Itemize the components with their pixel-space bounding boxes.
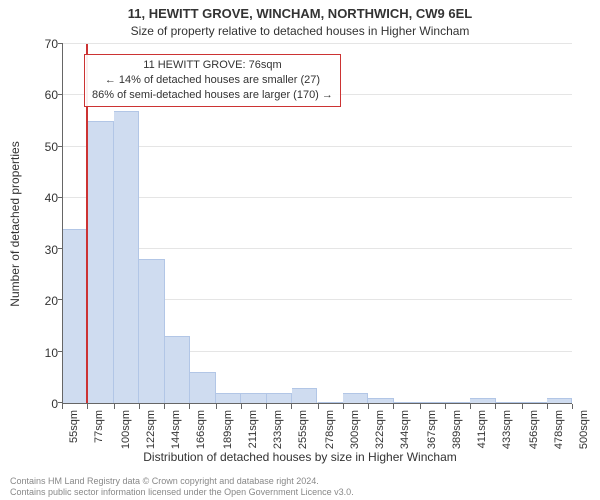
annotation-box: 11 HEWITT GROVE: 76sqm ← 14% of detached… — [84, 54, 341, 107]
x-tick-mark — [216, 404, 217, 409]
footer-line-2: Contains public sector information licen… — [10, 487, 354, 498]
y-tick-label: 10 — [28, 346, 58, 360]
histogram-bar — [190, 372, 215, 403]
annotation-line-1: 11 HEWITT GROVE: 76sqm — [92, 58, 333, 73]
x-tick-mark — [87, 404, 88, 409]
chart-title: 11, HEWITT GROVE, WINCHAM, NORTHWICH, CW… — [0, 6, 600, 21]
x-tick-mark — [343, 404, 344, 409]
x-tick-mark — [393, 404, 394, 409]
annotation-line-2: ← 14% of detached houses are smaller (27… — [92, 73, 333, 88]
y-axis-label: Number of detached properties — [8, 141, 22, 306]
histogram-bar — [216, 393, 241, 403]
histogram-bar — [292, 388, 317, 403]
x-tick-mark — [164, 404, 165, 409]
histogram-bar — [139, 259, 164, 403]
x-tick-mark — [291, 404, 292, 409]
x-tick-mark — [114, 404, 115, 409]
histogram-bar — [547, 398, 572, 403]
histogram-bar — [419, 402, 444, 403]
x-tick-mark — [189, 404, 190, 409]
x-tick-mark — [139, 404, 140, 409]
y-tick-label: 30 — [28, 243, 58, 257]
x-tick-mark — [572, 404, 573, 409]
x-tick-mark — [420, 404, 421, 409]
y-tick-label: 0 — [28, 397, 58, 411]
histogram-bar — [470, 398, 495, 403]
histogram-bar — [521, 402, 546, 403]
histogram-bar — [394, 402, 419, 403]
x-axis-label: Distribution of detached houses by size … — [0, 450, 600, 464]
x-tick-mark — [368, 404, 369, 409]
histogram-bar — [241, 393, 266, 403]
x-tick-mark — [266, 404, 267, 409]
x-tick-mark — [445, 404, 446, 409]
x-tick-mark — [547, 404, 548, 409]
histogram-bar — [88, 121, 113, 403]
chart-subtitle: Size of property relative to detached ho… — [0, 24, 600, 38]
y-tick-label: 40 — [28, 191, 58, 205]
x-tick-mark — [470, 404, 471, 409]
annotation-line-3: 86% of semi-detached houses are larger (… — [92, 88, 333, 103]
histogram-bar — [496, 402, 521, 403]
histogram-bar — [267, 393, 292, 403]
histogram-bar — [63, 229, 88, 403]
histogram-bar — [165, 336, 190, 403]
footer-line-1: Contains HM Land Registry data © Crown c… — [10, 476, 354, 487]
histogram-bar — [343, 393, 368, 403]
x-tick-mark — [522, 404, 523, 409]
footer: Contains HM Land Registry data © Crown c… — [10, 476, 354, 498]
y-tick-label: 70 — [28, 37, 58, 51]
x-tick-mark — [241, 404, 242, 409]
histogram-bar — [445, 402, 470, 403]
x-tick-marks — [62, 404, 572, 409]
histogram-bar — [368, 398, 393, 403]
y-tick-label: 50 — [28, 140, 58, 154]
x-tick-mark — [62, 404, 63, 409]
histogram-bar — [114, 111, 139, 403]
x-tick-mark — [495, 404, 496, 409]
histogram-bar — [318, 402, 343, 403]
x-tick-mark — [318, 404, 319, 409]
y-tick-label: 60 — [28, 88, 58, 102]
y-tick-label: 20 — [28, 294, 58, 308]
